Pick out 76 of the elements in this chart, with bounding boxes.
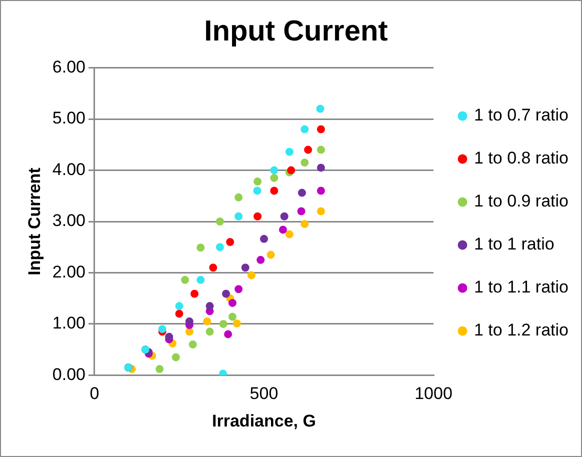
y-tick-label: 1.00 xyxy=(52,314,86,333)
point xyxy=(253,186,262,195)
legend-label: 1 to 0.8 ratio xyxy=(474,148,569,168)
point xyxy=(185,328,194,336)
legend-label: 1 to 1.2 ratio xyxy=(474,320,569,340)
x-tick-label: 500 xyxy=(250,384,278,404)
point xyxy=(316,146,325,154)
point xyxy=(232,319,241,328)
point xyxy=(247,271,256,280)
point xyxy=(270,166,278,174)
chart-title: Input Current xyxy=(204,15,388,48)
point xyxy=(316,125,325,134)
point xyxy=(316,164,325,172)
point xyxy=(188,340,197,348)
point xyxy=(300,125,309,134)
point xyxy=(185,317,194,326)
legend-label: 1 to 0.9 ratio xyxy=(474,192,569,211)
point xyxy=(300,220,309,228)
point xyxy=(218,370,227,376)
point xyxy=(156,365,164,374)
point xyxy=(222,290,230,298)
y-tick-label: 3.00 xyxy=(52,211,86,230)
y-tick-label: 5.00 xyxy=(52,108,86,128)
point xyxy=(285,148,294,156)
point xyxy=(203,317,212,326)
point xyxy=(254,178,262,186)
point xyxy=(270,174,278,182)
point xyxy=(254,212,262,220)
point xyxy=(228,298,236,307)
point xyxy=(209,264,218,272)
x-axis-title: Irradiance, G xyxy=(212,411,316,430)
point xyxy=(175,310,184,318)
point xyxy=(316,104,324,113)
point xyxy=(190,290,198,298)
point xyxy=(234,212,243,220)
point xyxy=(241,264,250,272)
x-tick-label: 0 xyxy=(90,384,100,404)
y-axis-title: Input Current xyxy=(24,167,44,276)
point xyxy=(285,230,294,238)
legend-label: 1 to 0.7 ratio xyxy=(474,106,569,125)
point xyxy=(226,238,234,246)
y-tick-label: 2.00 xyxy=(52,262,86,282)
point xyxy=(316,186,325,195)
legend-label: 1 to 1 ratio xyxy=(474,234,554,254)
point xyxy=(234,285,243,294)
point xyxy=(196,244,205,252)
point xyxy=(234,193,243,202)
point xyxy=(298,188,306,197)
point xyxy=(297,207,306,216)
point xyxy=(158,325,166,334)
legend-label: 1 to 1.1 ratio xyxy=(474,278,569,297)
point xyxy=(216,218,224,226)
point xyxy=(224,330,232,338)
point xyxy=(304,146,312,154)
point xyxy=(219,320,228,328)
point xyxy=(172,353,180,362)
point xyxy=(316,207,325,216)
point xyxy=(216,243,224,252)
point xyxy=(280,212,288,220)
point xyxy=(181,276,190,284)
point xyxy=(196,276,205,284)
y-tick-label: 6.00 xyxy=(52,57,86,76)
point xyxy=(165,332,174,341)
point xyxy=(256,256,265,264)
point xyxy=(175,302,184,310)
point xyxy=(300,158,309,167)
point xyxy=(260,234,268,243)
point xyxy=(278,226,287,234)
point xyxy=(266,250,275,259)
point xyxy=(206,302,214,310)
point xyxy=(270,186,278,195)
point xyxy=(206,328,214,336)
y-tick-label: 4.00 xyxy=(52,160,86,179)
y-tick-label: 0.00 xyxy=(52,364,86,384)
x-tick-label: 1000 xyxy=(414,384,452,404)
point xyxy=(228,312,236,321)
